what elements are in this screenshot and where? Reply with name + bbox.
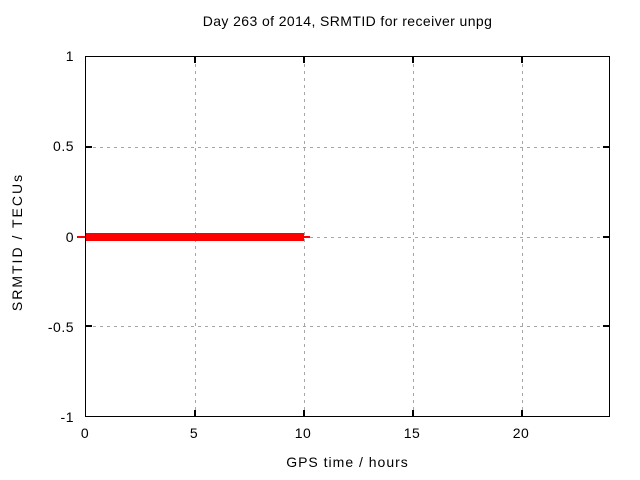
x-axis-label: GPS time / hours xyxy=(286,454,409,470)
ytick-label-0.5: 0.5 xyxy=(53,138,74,154)
gridline-y-0.5 xyxy=(86,146,609,148)
plot-area xyxy=(85,56,610,417)
xtick-mark-10 xyxy=(302,410,305,416)
chart-title: Day 263 of 2014, SRMTID for receiver unp… xyxy=(202,13,493,29)
xtick-mark-15 xyxy=(411,410,414,416)
gridline-y--0.5 xyxy=(86,326,609,328)
xtick-label-10: 10 xyxy=(294,425,312,441)
xtick-label-5: 5 xyxy=(189,425,199,441)
xtick-mark-top-5 xyxy=(193,57,196,63)
xtick-mark-20 xyxy=(520,410,523,416)
xtick-mark-top-15 xyxy=(411,57,414,63)
ytick-mark-right-0 xyxy=(603,235,609,238)
ytick-label-1: 1 xyxy=(65,48,74,64)
xtick-label-0: 0 xyxy=(80,425,90,441)
xtick-label-15: 15 xyxy=(403,425,421,441)
ytick-label--0.5: -0.5 xyxy=(47,319,74,335)
ytick-mark-right-0.5 xyxy=(603,145,609,148)
series-line-left-cap xyxy=(77,236,85,238)
ytick-label-0: 0 xyxy=(65,229,74,245)
gridline-y-0 xyxy=(86,236,609,238)
series-line-srmtid xyxy=(86,232,304,241)
xtick-label-20: 20 xyxy=(512,425,530,441)
ytick-mark-right--0.5 xyxy=(603,325,609,328)
ytick-mark-0.5 xyxy=(86,145,92,148)
ytick-mark--0.5 xyxy=(86,325,92,328)
xtick-mark-top-10 xyxy=(302,57,305,63)
xtick-mark-5 xyxy=(193,410,196,416)
series-line-right-cap xyxy=(303,235,310,238)
ytick-label--1: -1 xyxy=(60,409,74,425)
xtick-mark-top-20 xyxy=(520,57,523,63)
